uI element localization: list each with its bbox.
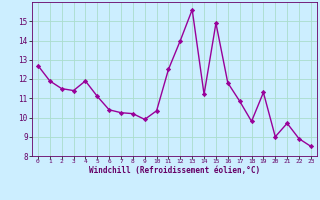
X-axis label: Windchill (Refroidissement éolien,°C): Windchill (Refroidissement éolien,°C): [89, 166, 260, 175]
